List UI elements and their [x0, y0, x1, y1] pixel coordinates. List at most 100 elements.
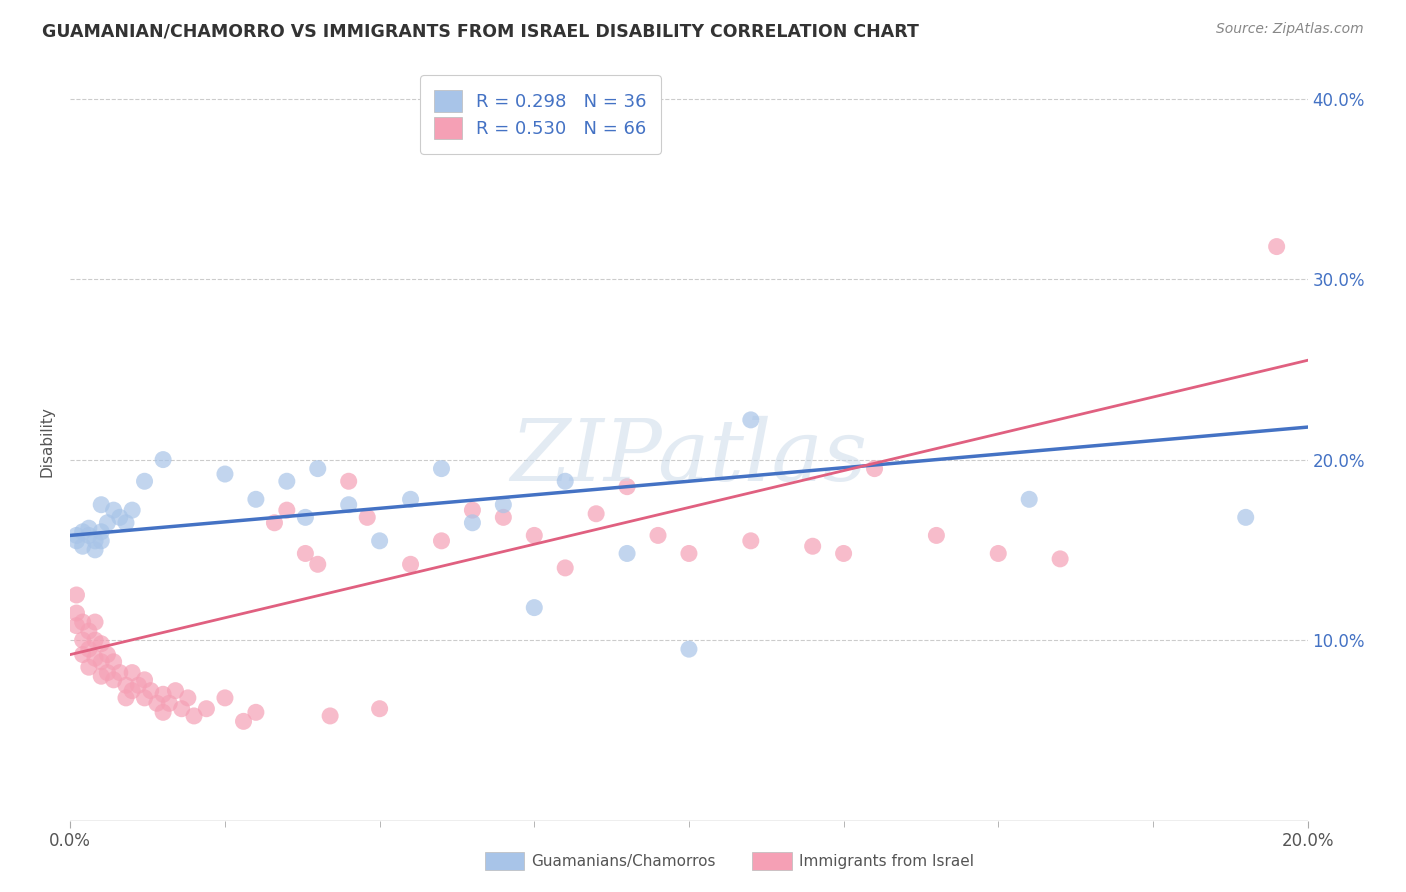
Point: [96, 516, 118, 530]
Y-axis label: Disability: Disability: [39, 406, 55, 477]
Point: [103, 503, 125, 517]
Point: [294, 510, 316, 524]
Point: [356, 510, 378, 524]
Point: [65, 618, 87, 632]
Point: [319, 709, 342, 723]
Text: Source: ZipAtlas.com: Source: ZipAtlas.com: [1216, 22, 1364, 37]
Point: [307, 461, 329, 475]
Point: [232, 714, 254, 729]
Point: [139, 683, 162, 698]
Point: [523, 600, 546, 615]
Point: [96, 648, 118, 662]
Point: [461, 516, 484, 530]
Point: [108, 665, 131, 680]
Point: [84, 542, 107, 557]
Point: [84, 651, 107, 665]
Point: [801, 539, 824, 553]
Point: [492, 510, 515, 524]
Point: [523, 528, 546, 542]
Point: [90, 655, 112, 669]
Point: [72, 524, 94, 539]
Point: [276, 503, 298, 517]
Point: [183, 709, 205, 723]
Point: [740, 533, 762, 548]
Point: [103, 673, 125, 687]
Point: [134, 475, 156, 489]
Point: [77, 521, 100, 535]
Point: [72, 633, 94, 648]
Point: [337, 475, 360, 489]
Legend: R = 0.298   N = 36, R = 0.530   N = 66: R = 0.298 N = 36, R = 0.530 N = 66: [420, 75, 661, 153]
Point: [368, 702, 391, 716]
Point: [987, 546, 1010, 560]
Point: [616, 546, 638, 560]
Point: [115, 678, 138, 692]
Point: [740, 413, 762, 427]
Point: [678, 642, 700, 657]
Point: [90, 669, 112, 683]
Point: [146, 696, 169, 710]
Point: [170, 702, 193, 716]
Point: [90, 524, 112, 539]
Point: [84, 533, 107, 548]
Point: [492, 498, 515, 512]
Point: [245, 706, 267, 720]
Point: [245, 492, 267, 507]
Point: [647, 528, 669, 542]
Point: [399, 492, 422, 507]
Point: [84, 615, 107, 629]
Point: [90, 637, 112, 651]
Point: [585, 507, 607, 521]
Point: [84, 633, 107, 648]
Point: [678, 546, 700, 560]
Point: [65, 528, 87, 542]
Point: [195, 702, 218, 716]
Point: [121, 503, 143, 517]
Point: [554, 475, 576, 489]
Point: [430, 461, 453, 475]
Point: [96, 665, 118, 680]
Point: [77, 660, 100, 674]
Text: Immigrants from Israel: Immigrants from Israel: [799, 855, 973, 869]
Point: [152, 687, 174, 701]
Point: [103, 655, 125, 669]
Point: [554, 561, 576, 575]
Point: [157, 696, 180, 710]
Point: [127, 678, 149, 692]
Point: [399, 558, 422, 572]
Point: [77, 624, 100, 639]
Point: [72, 539, 94, 553]
Point: [294, 546, 316, 560]
Point: [1265, 239, 1288, 253]
Point: [77, 528, 100, 542]
Point: [307, 558, 329, 572]
Point: [90, 533, 112, 548]
Point: [152, 452, 174, 467]
Point: [72, 648, 94, 662]
Point: [77, 642, 100, 657]
Point: [276, 475, 298, 489]
Point: [863, 461, 886, 475]
Point: [115, 690, 138, 705]
Point: [134, 690, 156, 705]
Point: [430, 533, 453, 548]
Text: ZIPatlas: ZIPatlas: [510, 416, 868, 498]
Point: [165, 683, 187, 698]
Point: [152, 706, 174, 720]
Point: [616, 480, 638, 494]
Point: [65, 588, 87, 602]
Point: [337, 498, 360, 512]
Point: [1234, 510, 1257, 524]
Point: [832, 546, 855, 560]
Point: [925, 528, 948, 542]
Text: Guamanians/Chamorros: Guamanians/Chamorros: [531, 855, 716, 869]
Point: [65, 606, 87, 620]
Point: [121, 665, 143, 680]
Point: [115, 516, 138, 530]
Point: [1018, 492, 1040, 507]
Point: [214, 467, 236, 481]
Point: [368, 533, 391, 548]
Point: [108, 510, 131, 524]
Point: [90, 498, 112, 512]
Point: [65, 533, 87, 548]
